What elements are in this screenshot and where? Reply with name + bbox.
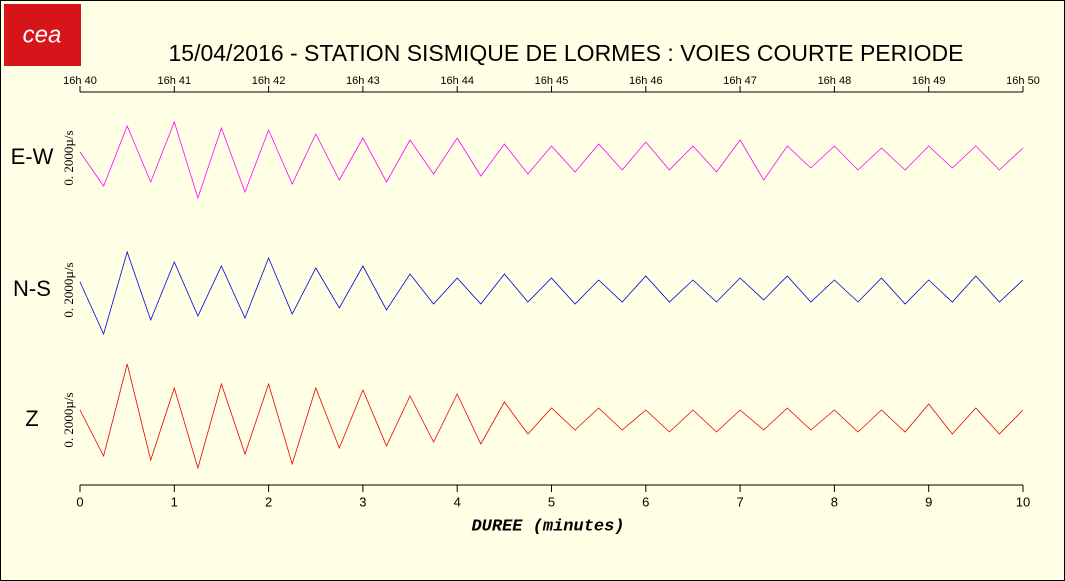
x-tick-label: 8 [831,494,838,509]
channel-label: E-W [11,144,54,169]
x-tick-label: 3 [359,494,366,509]
top-tick-label: 16h 45 [535,75,569,87]
x-axis-label: DUREE (minutes) [471,517,624,536]
trace [79,363,1024,470]
top-tick-label: 16h 48 [818,75,852,87]
x-tick-label: 10 [1016,494,1030,509]
x-tick-label: 7 [736,494,743,509]
top-tick-label: 16h 47 [723,75,757,87]
scale-label: 0. 2000µ/s [61,392,76,447]
top-tick-label: 16h 41 [157,75,191,87]
top-tick-label: 16h 49 [912,75,946,87]
top-tick-label: 16h 50 [1006,75,1040,87]
top-tick-label: 16h 46 [629,75,663,87]
chart-title: 15/04/2016 - STATION SISMIQUE DE LORMES … [169,40,964,66]
x-tick-label: 0 [76,494,83,509]
x-tick-label: 4 [454,494,461,509]
top-tick-label: 16h 40 [63,75,97,87]
scale-label: 0. 2000µ/s [61,130,76,185]
trace [79,250,1024,336]
channel-label: Z [25,406,38,431]
top-tick-label: 16h 42 [252,75,286,87]
channel-label: N-S [13,276,51,301]
top-tick-label: 16h 44 [440,75,474,87]
trace [79,120,1024,200]
x-tick-label: 6 [642,494,649,509]
logo [4,4,81,66]
top-tick-label: 16h 43 [346,75,380,87]
scale-label: 0. 2000µ/s [61,262,76,317]
logo-text: cea [23,21,62,48]
x-tick-label: 5 [548,494,555,509]
x-tick-label: 2 [265,494,272,509]
x-tick-label: 9 [925,494,932,509]
x-tick-label: 1 [171,494,178,509]
